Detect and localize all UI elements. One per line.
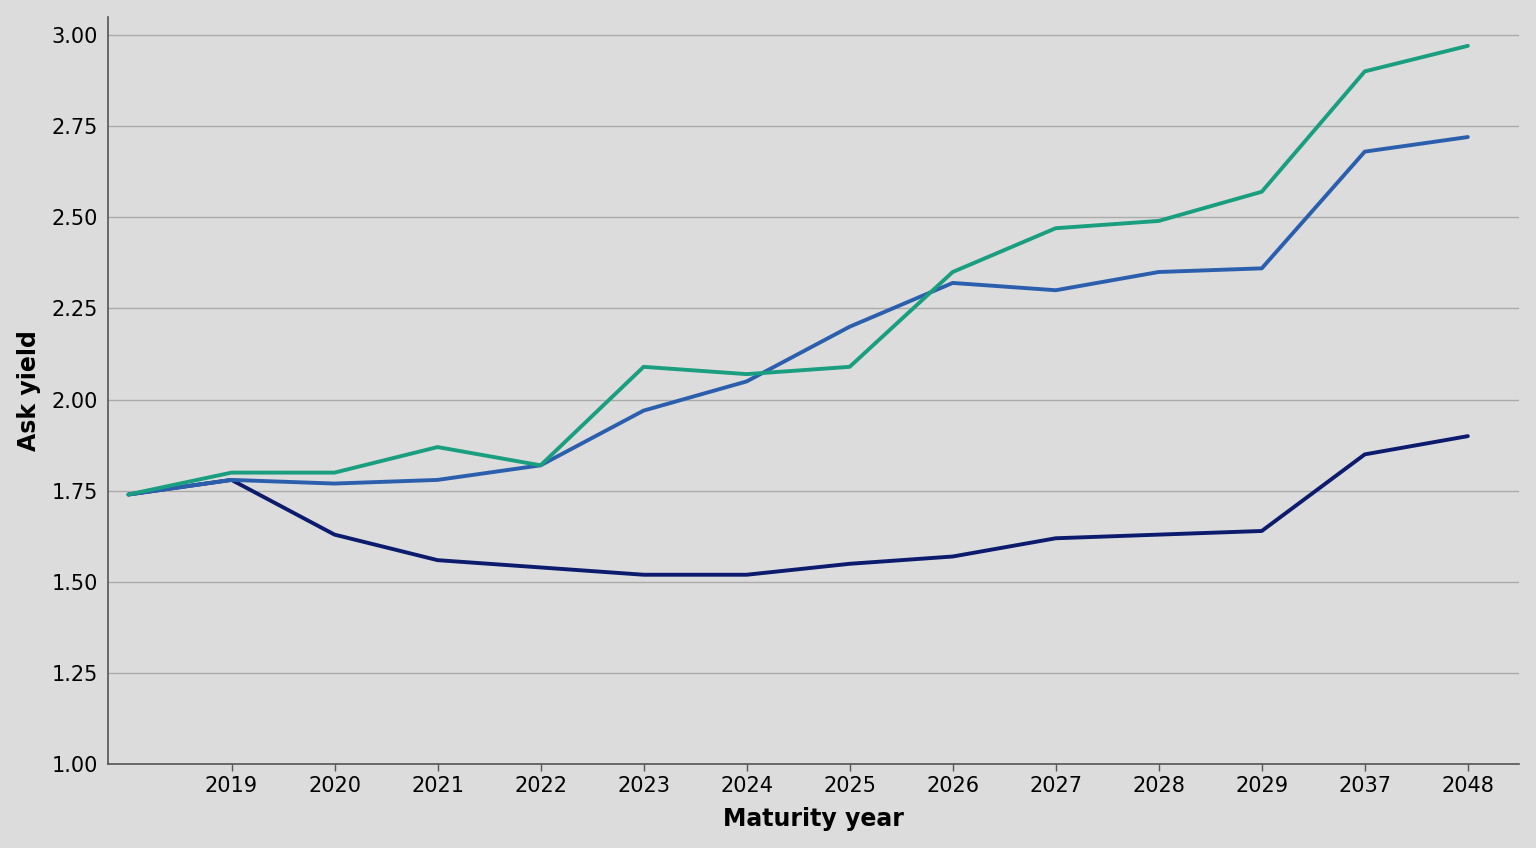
X-axis label: Maturity year: Maturity year — [723, 807, 905, 831]
Y-axis label: Ask yield: Ask yield — [17, 330, 40, 451]
